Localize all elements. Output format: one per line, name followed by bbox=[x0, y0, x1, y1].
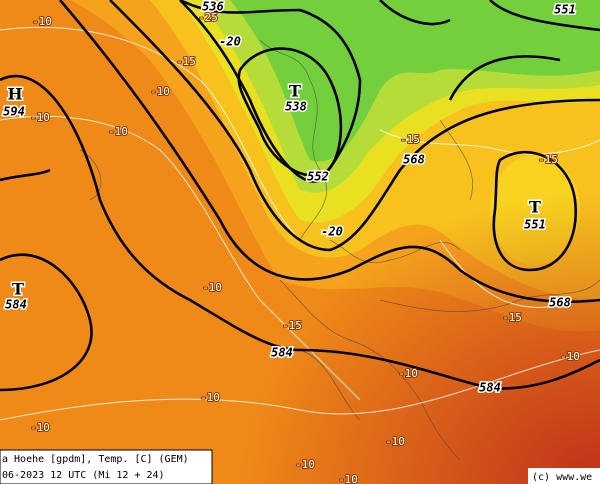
temperature-label: -15 bbox=[400, 133, 420, 146]
temperature-label: -15 bbox=[538, 153, 558, 166]
temperature-isotherms bbox=[0, 27, 600, 421]
legend-box bbox=[0, 449, 213, 484]
height-label: T bbox=[529, 198, 541, 217]
height-label: -20 bbox=[321, 225, 343, 239]
height-label: 584 bbox=[5, 298, 27, 312]
legend-line: 06-2023 12 UTC (Mi 12 + 24) bbox=[2, 470, 165, 481]
temperature-label: -10 bbox=[560, 350, 580, 363]
height-label: 584 bbox=[479, 381, 501, 395]
temperature-label: -10 bbox=[200, 391, 220, 404]
temperature-label: -15 bbox=[282, 319, 302, 332]
temperature-label: -10 bbox=[150, 85, 170, 98]
height-label: -20 bbox=[219, 35, 241, 49]
copyright: (c) www.we bbox=[532, 472, 592, 483]
height-label: 594 bbox=[3, 105, 25, 119]
height-label: T bbox=[12, 280, 24, 299]
temperature-label: -10 bbox=[202, 281, 222, 294]
temperature-label: -10 bbox=[295, 458, 315, 471]
height-label: H bbox=[7, 85, 22, 104]
temperature-label: -10 bbox=[32, 15, 52, 28]
legend-line: a Hoehe [gpdm], Temp. [C] (GEM) bbox=[2, 454, 189, 465]
temperature-label: -10 bbox=[30, 421, 50, 434]
temperature-label: -10 bbox=[108, 125, 128, 138]
height-label: 568 bbox=[403, 153, 425, 167]
temperature-label: -25 bbox=[198, 11, 218, 24]
temperature-label: -10 bbox=[338, 473, 358, 484]
height-label: 552 bbox=[307, 170, 329, 184]
geopotential-isohypses bbox=[0, 0, 600, 392]
temperature-label: -15 bbox=[176, 55, 196, 68]
height-label: 584 bbox=[271, 346, 293, 360]
temperature-label: -10 bbox=[385, 435, 405, 448]
height-label: 538 bbox=[285, 100, 307, 114]
height-label: 551 bbox=[554, 3, 576, 17]
temperature-label: -10 bbox=[30, 111, 50, 124]
height-label: T bbox=[289, 82, 301, 101]
height-label: 568 bbox=[549, 296, 571, 310]
copyright-box bbox=[528, 468, 600, 484]
temperature-label: -15 bbox=[502, 311, 522, 324]
height-label: 551 bbox=[524, 218, 546, 232]
temperature-label: -10 bbox=[398, 367, 418, 380]
height-label: 536 bbox=[202, 0, 224, 14]
